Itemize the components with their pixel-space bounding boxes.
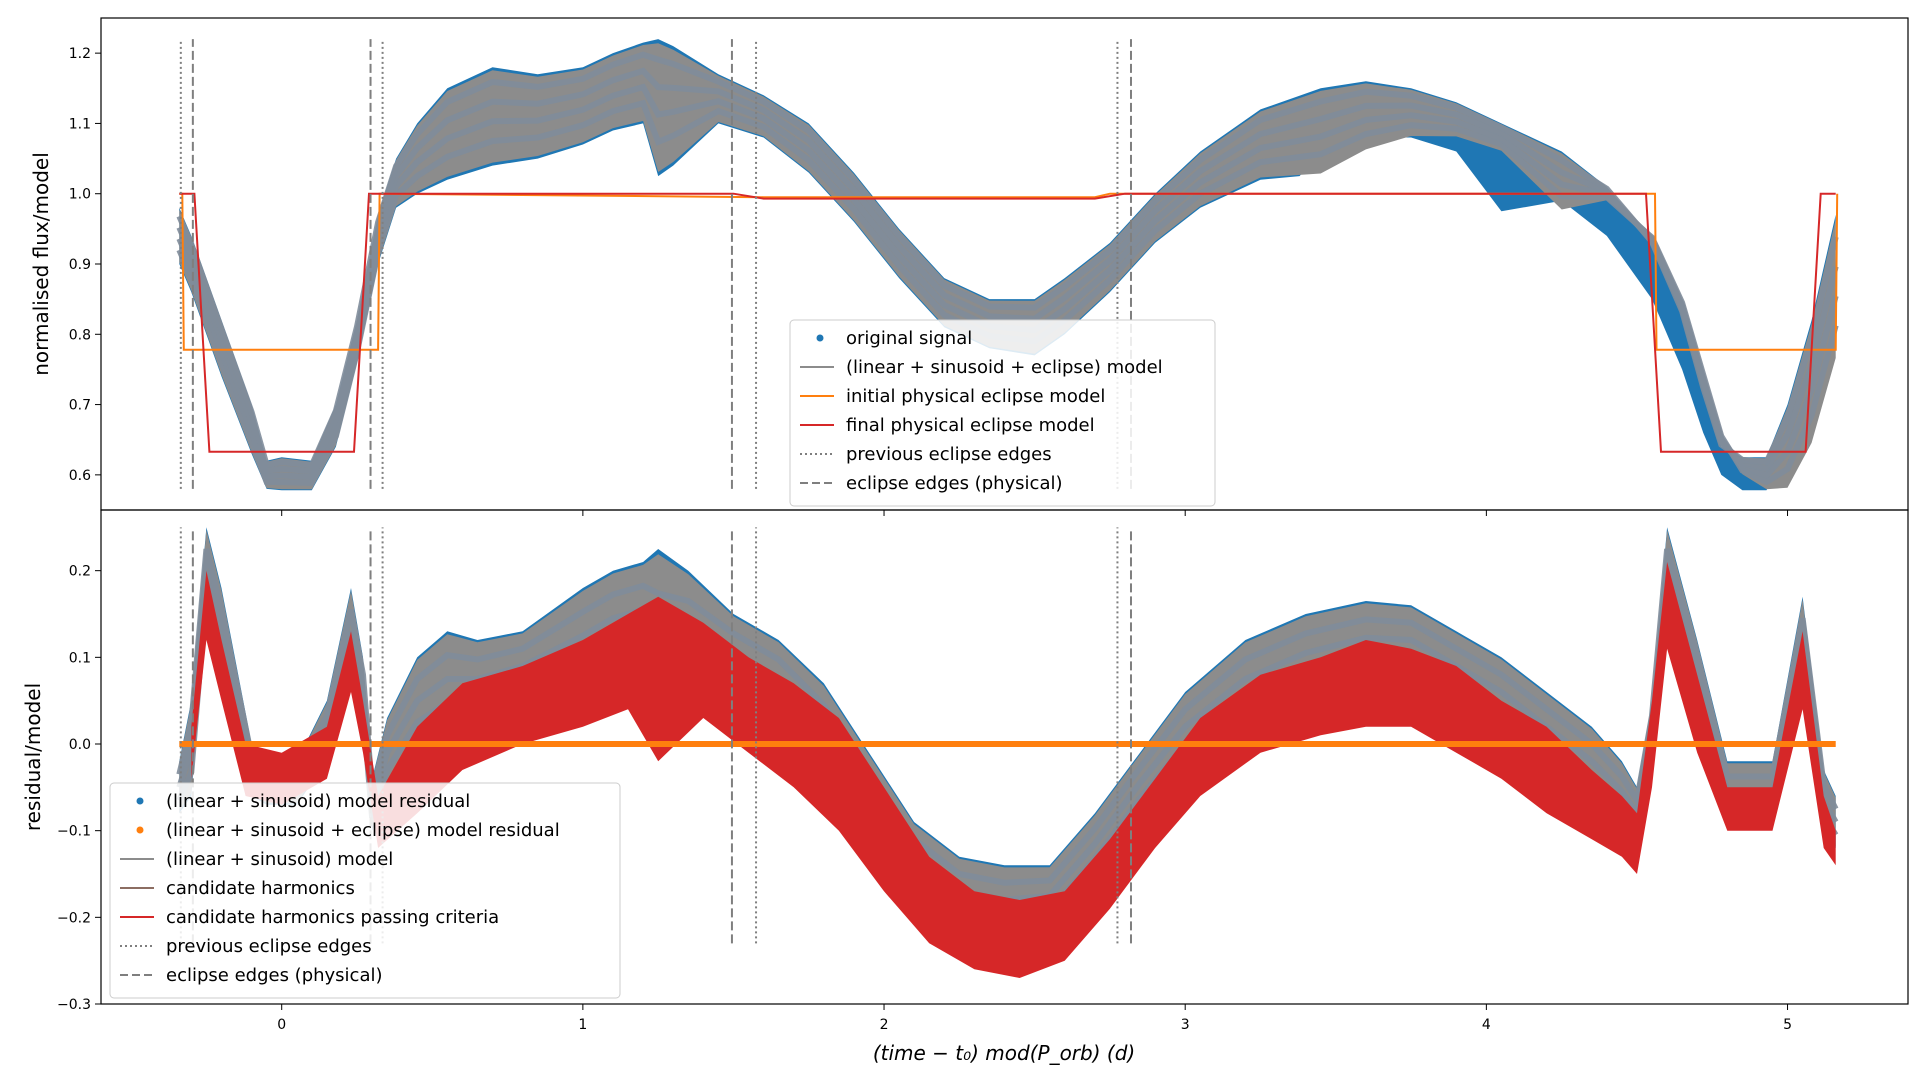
bottom-y-tick-label: −0.1 (57, 824, 91, 840)
x-tick-label: 2 (880, 1017, 889, 1033)
model-trace (176, 51, 1839, 469)
top-y-tick-label: 0.8 (69, 327, 91, 343)
bottom-legend-label: eclipse edges (physical) (166, 965, 383, 986)
bottom-legend-label: candidate harmonics (166, 878, 355, 899)
initial-eclipse-model-line (179, 192, 1839, 351)
top-legend-box (789, 319, 1216, 507)
x-tick-label: 4 (1482, 1017, 1491, 1033)
top-y-tick-label: 0.9 (69, 257, 91, 273)
top-legend-marker (816, 334, 824, 342)
bottom-y-tick-label: 0.0 (69, 737, 91, 753)
bottom-legend-label: (linear + sinusoid) model residual (166, 791, 470, 812)
bottom-plot-frame (100, 509, 1909, 1005)
x-axis-label: (time − t₀) mod(P_orb) (d) (873, 1041, 1135, 1065)
top-legend-label: previous eclipse edges (846, 444, 1052, 465)
x-tick-label: 5 (1783, 1017, 1792, 1033)
top-legend-label: final physical eclipse model (846, 415, 1095, 436)
top-y-tick-label: 0.7 (69, 398, 91, 414)
bottom-panel: 0 1 2 3 4 5 −0.3 −0.2 −0.1 0.0 0.1 0.2 residual/mod… (21, 509, 1909, 1033)
bottom-legend-marker (136, 797, 144, 805)
top-panel: 0.6 0.7 0.8 0.9 1.0 1.1 1.2 normalised flux/mo… (29, 17, 1909, 516)
x-tick-label: 1 (578, 1017, 587, 1033)
bottom-y-tick-label: −0.2 (57, 910, 91, 926)
bottom-y-tick-label: 0.1 (69, 650, 91, 666)
bottom-legend-label: (linear + sinusoid) model (166, 849, 393, 870)
bottom-legend: (linear + sinusoid) model residual (linea… (109, 782, 621, 999)
top-legend-label: original signal (846, 328, 972, 349)
top-y-tick-label: 0.6 (69, 468, 91, 484)
top-legend-label: eclipse edges (physical) (846, 473, 1063, 494)
top-y-tick-label: 1.2 (69, 46, 91, 62)
top-legend-label: (linear + sinusoid + eclipse) model (846, 357, 1163, 378)
bottom-legend-label: (linear + sinusoid + eclipse) model resi… (166, 820, 560, 841)
harmonics-passing-band (191, 562, 1836, 978)
final-eclipse-model-line (179, 192, 1836, 453)
bottom-y-tick-label: 0.2 (69, 564, 91, 580)
bottom-legend-label: previous eclipse edges (166, 936, 372, 957)
x-tick-label: 0 (277, 1017, 286, 1033)
bottom-legend-marker (136, 826, 144, 834)
top-y-tick-label: 1.0 (69, 187, 91, 203)
bottom-legend-label: candidate harmonics passing criteria (166, 907, 499, 928)
bottom-legend-box (109, 782, 621, 999)
top-y-axis-label: normalised flux/model (29, 152, 53, 376)
bottom-y-tick-label: −0.3 (57, 997, 91, 1013)
top-legend-label: initial physical eclipse model (846, 386, 1105, 407)
bottom-y-axis-label: residual/model (21, 683, 45, 831)
top-y-tick-label: 1.1 (69, 116, 91, 132)
x-tick-label: 3 (1181, 1017, 1190, 1033)
top-legend: original signal (linear + sinusoid + ecli… (789, 319, 1216, 507)
